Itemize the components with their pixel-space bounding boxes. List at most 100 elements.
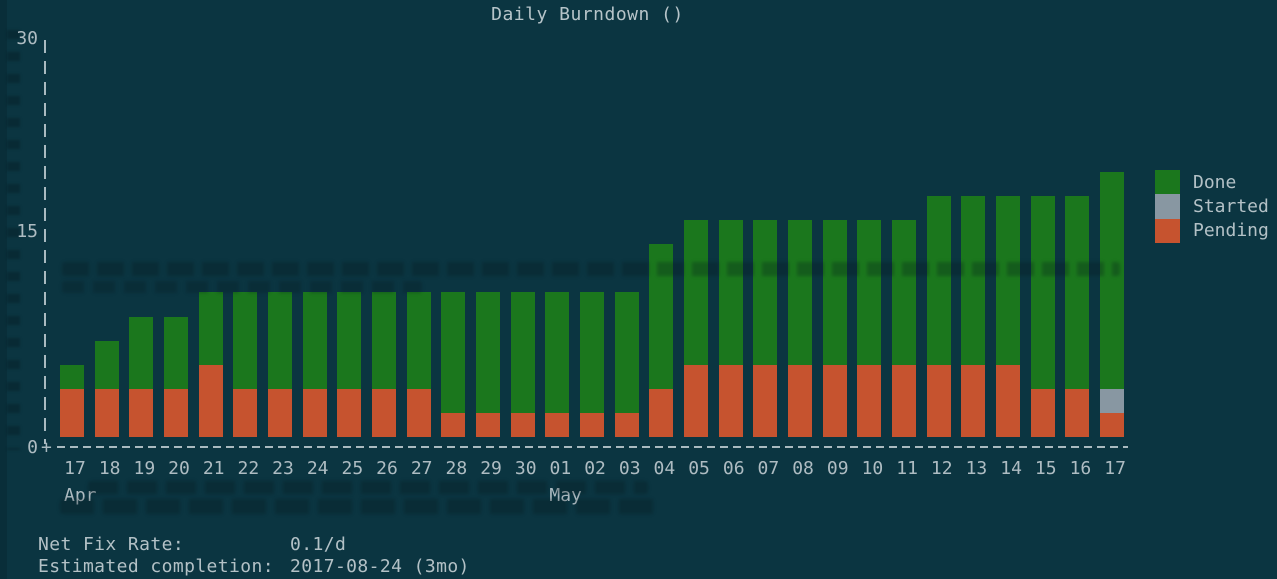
x-axis-tick: 02 — [584, 458, 606, 479]
stacked-bar — [372, 292, 397, 437]
axis-origin-glyph: + — [41, 437, 52, 458]
net-fix-rate-label: Net Fix Rate: — [38, 534, 185, 555]
x-axis-tick: 25 — [341, 458, 364, 479]
x-axis-tick: 14 — [1000, 458, 1022, 479]
stacked-bar — [337, 292, 362, 437]
bar-segment-pending — [476, 412, 501, 437]
bar-segment-done — [788, 220, 813, 365]
bar-segment-done — [94, 340, 119, 389]
net-fix-rate-value: 0.1/d — [290, 534, 347, 555]
bar-segment-pending — [129, 388, 154, 437]
bar-segment-done — [580, 292, 605, 413]
legend-swatch-pending — [1155, 218, 1180, 243]
bar-segment-done — [753, 220, 778, 365]
bar-segment-done — [1100, 171, 1125, 389]
stacked-bar — [684, 220, 709, 437]
x-axis-tick: 08 — [792, 458, 814, 479]
bar-segment-done — [961, 196, 986, 365]
stacked-bar — [406, 292, 431, 437]
x-axis-tick: 13 — [965, 458, 988, 479]
legend-swatch-started — [1155, 194, 1180, 219]
stacked-bar — [441, 292, 466, 437]
stacked-bar — [233, 292, 258, 437]
x-axis-line — [57, 446, 1128, 448]
bar-segment-done — [718, 220, 743, 365]
bar-segment-pending — [926, 364, 951, 437]
legend-swatch-done — [1155, 170, 1180, 195]
bar-segment-done — [1030, 196, 1055, 389]
bar-segment-pending — [94, 388, 119, 437]
x-axis-tick: 20 — [168, 458, 190, 479]
bar-segment-done — [164, 316, 188, 389]
bar-segment-pending — [545, 412, 570, 437]
stacked-bar — [822, 220, 847, 437]
x-axis-tick: 24 — [306, 458, 329, 479]
bar-segment-pending — [372, 388, 397, 437]
month-label-may: May — [549, 485, 582, 506]
bar-segment-done — [268, 292, 293, 389]
bar-segment-done — [684, 220, 709, 365]
bar-segment-pending — [198, 364, 223, 437]
month-label-apr: Apr — [64, 485, 97, 506]
x-axis-tick: 09 — [826, 458, 849, 479]
stacked-bar — [1100, 171, 1125, 437]
bar-segment-pending — [233, 388, 258, 437]
ghost-text-column-artifact — [7, 30, 20, 450]
bar-segment-pending — [302, 388, 327, 437]
bar-segment-done — [129, 316, 154, 389]
bar-segment-done — [198, 292, 223, 365]
bar-segment-done — [476, 292, 501, 413]
legend-row-pending: Pending — [1155, 218, 1269, 243]
bar-segment-done — [372, 292, 397, 389]
legend-label-done: Done — [1193, 171, 1237, 193]
bar-segment-done — [892, 220, 917, 365]
bar-segment-pending — [961, 364, 986, 437]
legend-label-started: Started — [1193, 195, 1269, 217]
bar-segment-pending — [441, 412, 466, 437]
legend-row-started: Started — [1155, 194, 1269, 219]
stacked-bar — [649, 244, 674, 437]
x-axis-tick: 30 — [514, 458, 537, 479]
stacked-bar — [961, 196, 986, 437]
bar-segment-started — [1100, 388, 1125, 413]
x-axis-tick: 28 — [445, 458, 468, 479]
bar-segment-done — [60, 364, 84, 389]
bar-segment-pending — [892, 364, 917, 437]
stacked-bar — [1065, 196, 1090, 437]
x-axis-tick: 05 — [688, 458, 710, 479]
estimated-completion-value: 2017-08-24 (3mo) — [290, 556, 470, 577]
y-axis-tick-30: 30 — [16, 28, 38, 49]
bar-segment-pending — [649, 388, 674, 437]
bar-segment-done — [545, 292, 570, 413]
stacked-bar — [476, 292, 501, 437]
stacked-bar — [94, 340, 119, 437]
stacked-bar — [857, 220, 882, 437]
x-axis-tick: 22 — [237, 458, 260, 479]
x-axis-tick: 23 — [272, 458, 294, 479]
x-axis-tick: 21 — [202, 458, 225, 479]
bar-segment-done — [337, 292, 362, 389]
legend: Done Started Pending — [1155, 170, 1269, 243]
x-axis-tick: 29 — [480, 458, 502, 479]
bar-segment-pending — [164, 388, 188, 437]
stacked-bar — [926, 196, 951, 437]
x-axis-tick: 06 — [722, 458, 745, 479]
bar-segment-pending — [268, 388, 293, 437]
bar-segment-done — [1065, 196, 1090, 389]
bar-segment-pending — [822, 364, 847, 437]
stacked-bar — [545, 292, 570, 437]
bar-segment-done — [649, 244, 674, 389]
x-axis-tick: 03 — [618, 458, 641, 479]
bar-segment-pending — [1065, 388, 1090, 437]
bar-segment-done — [510, 292, 535, 413]
stacked-bar — [510, 292, 535, 437]
bar-segment-done — [406, 292, 431, 389]
bar-segment-pending — [580, 412, 605, 437]
bar-segment-pending — [614, 412, 639, 437]
chart-title: Daily Burndown () — [491, 4, 684, 25]
bar-segment-pending — [1030, 388, 1055, 437]
screen-edge-shade — [0, 0, 7, 579]
legend-row-done: Done — [1155, 170, 1269, 195]
